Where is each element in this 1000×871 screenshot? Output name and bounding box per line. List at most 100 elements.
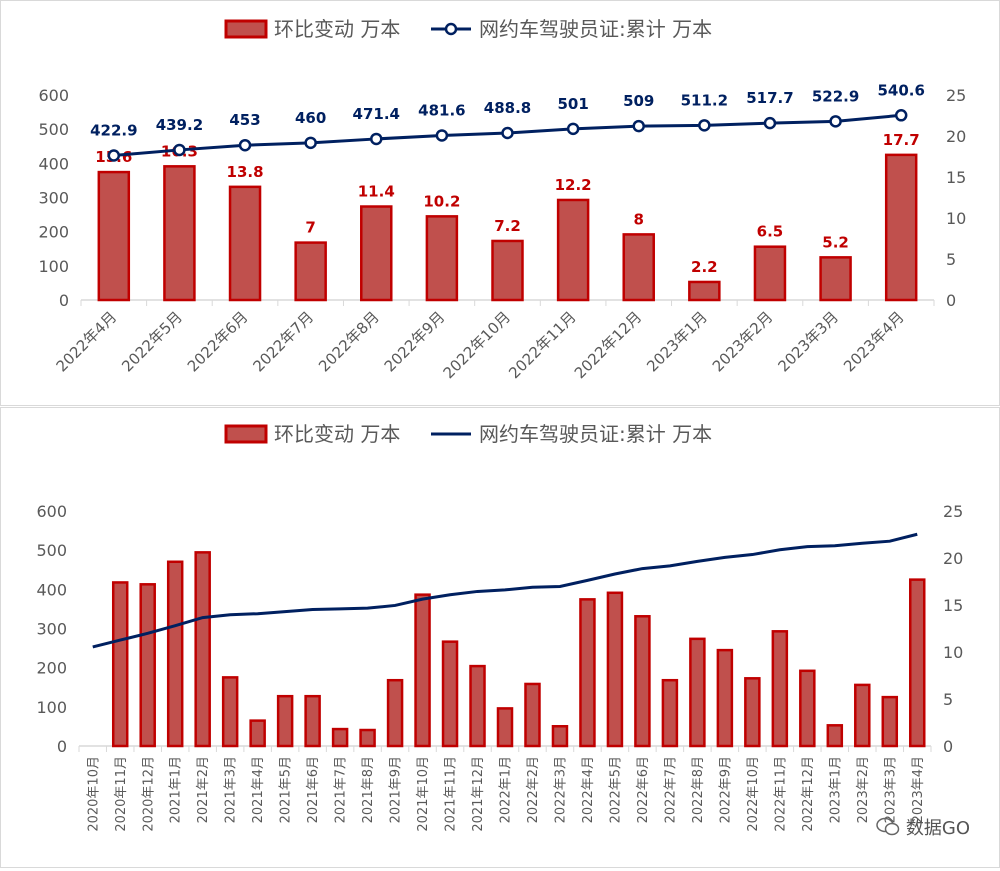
bar — [386, 678, 404, 748]
x-axis-category-label: 2022年11月 — [773, 756, 788, 832]
bar — [881, 695, 899, 748]
bar — [163, 165, 196, 302]
x-axis-category-label: 2023年3月 — [774, 308, 842, 376]
line-marker — [698, 119, 711, 132]
line-data-label: 453 — [229, 111, 260, 129]
chart-panel-bottom: 环比变动 万本 网约车驾驶员证:累计 万本 0 100 200 300 400 500 600 0… — [0, 407, 1000, 868]
x-axis-category-label: 2022年7月 — [250, 308, 318, 376]
bar — [716, 648, 734, 748]
bar — [634, 615, 651, 748]
line-data-label: 488.8 — [484, 99, 531, 117]
bar-data-label: 8 — [634, 210, 644, 228]
watermark: 数据GO — [876, 814, 970, 840]
left-axis-tick-label: 500 — [38, 120, 69, 139]
right-axis-tick-label: 15 — [943, 596, 963, 615]
line-data-label: 460 — [295, 109, 326, 127]
x-axis-category-label: 2021年3月 — [224, 756, 239, 823]
bar — [579, 598, 596, 748]
wechat-icon — [876, 817, 900, 836]
line-data-label: 540.6 — [877, 81, 924, 99]
legend-bar-swatch — [224, 424, 268, 444]
bar — [909, 578, 926, 748]
line-marker — [566, 122, 580, 136]
line-marker — [107, 149, 121, 162]
right-axis-tick-label: 5 — [946, 250, 956, 269]
line-marker — [763, 116, 777, 130]
line-marker — [632, 119, 645, 133]
x-axis-category-label: 2023年1月 — [643, 308, 711, 376]
x-axis-category-label: 2020年12月 — [141, 756, 156, 832]
left-axis-tick-label: 200 — [36, 659, 67, 678]
left-axis-tick-label: 600 — [36, 502, 67, 521]
legend-bar-swatch — [224, 19, 268, 39]
x-axis-category-label: 2022年2月 — [526, 756, 541, 823]
x-axis-category-label: 2021年6月 — [306, 756, 321, 823]
bar — [360, 205, 393, 302]
bar — [425, 215, 459, 302]
line-data-label: 509 — [623, 92, 654, 110]
x-axis-category-label: 2021年2月 — [196, 756, 211, 823]
left-axis-tick-label: 500 — [36, 541, 67, 560]
legend-line-marker — [444, 22, 458, 36]
left-axis-tick-label: 0 — [57, 737, 67, 756]
bar — [139, 583, 156, 748]
left-axis-tick-label: 600 — [38, 86, 69, 105]
x-axis-category-label: 2022年11月 — [505, 308, 579, 382]
line-data-label: 517.7 — [746, 89, 793, 107]
x-axis-category-label: 2022年5月 — [608, 756, 623, 823]
bar — [661, 678, 679, 748]
right-axis-tick-label: 20 — [943, 549, 963, 568]
bar — [331, 727, 349, 748]
bar — [496, 707, 514, 748]
bar — [688, 280, 721, 302]
line-data-label: 439.2 — [156, 116, 203, 134]
bar-data-label: 7 — [305, 219, 315, 237]
left-axis-tick-label: 300 — [36, 620, 67, 639]
bar-data-label: 5.2 — [822, 233, 849, 251]
x-axis-category-label: 2022年8月 — [315, 308, 383, 376]
x-axis-category-label: 2022年6月 — [184, 308, 252, 376]
line-data-label: 422.9 — [90, 122, 137, 140]
bar-data-label: 10.2 — [423, 192, 460, 210]
bar — [622, 233, 655, 302]
bar — [524, 682, 541, 748]
bar-data-label: 11.4 — [358, 183, 395, 201]
right-axis-tick-label: 25 — [943, 502, 963, 521]
x-axis-category-label: 2021年9月 — [389, 756, 404, 823]
x-axis-category-label: 2022年3月 — [554, 756, 569, 823]
line-data-label: 522.9 — [812, 87, 859, 105]
bar-data-label: 6.5 — [757, 223, 784, 241]
bar — [97, 170, 131, 302]
bar — [276, 694, 294, 748]
line-marker — [238, 138, 252, 152]
right-axis-tick-label: 10 — [946, 209, 966, 228]
bar — [819, 256, 852, 302]
bar — [826, 724, 844, 748]
x-axis-category-label: 2021年4月 — [251, 756, 266, 823]
bar-data-label: 12.2 — [555, 176, 592, 194]
x-axis-category-label: 2021年8月 — [361, 756, 376, 823]
legend-label-line: 网约车驾驶员证:累计 万本 — [479, 17, 712, 41]
x-axis-category-label: 2022年4月 — [53, 308, 121, 376]
x-axis-category-label: 2022年10月 — [440, 308, 514, 382]
line-data-label: 501 — [557, 95, 588, 113]
bar — [441, 640, 459, 748]
chart-top: 环比变动 万本 网约车驾驶员证:累计 万本 0 100 200 300 400 500 600 0… — [38, 17, 966, 382]
right-axis-tick-label: 5 — [943, 690, 953, 709]
bar — [606, 591, 624, 748]
x-axis-category-label: 2021年7月 — [334, 756, 349, 823]
bar — [799, 669, 816, 748]
line-marker — [501, 126, 514, 140]
line-marker — [894, 109, 908, 122]
right-axis-tick-label: 0 — [946, 291, 956, 310]
x-axis-category-label: 2020年11月 — [114, 756, 129, 832]
left-axis-tick-label: 0 — [59, 291, 69, 310]
line-marker — [435, 129, 449, 142]
bar — [221, 676, 239, 748]
left-axis-tick-label: 400 — [36, 580, 67, 599]
bar — [551, 725, 569, 748]
bar — [294, 241, 327, 302]
x-axis-category-label: 2022年12月 — [801, 756, 816, 832]
line-data-label: 511.2 — [681, 91, 728, 109]
